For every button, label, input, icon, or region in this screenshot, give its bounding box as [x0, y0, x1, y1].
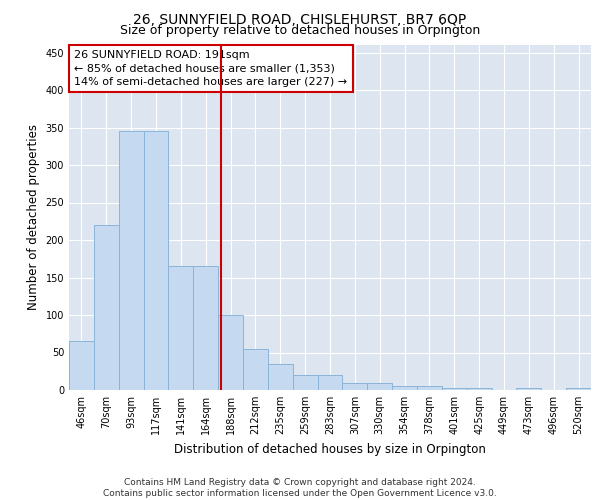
Bar [193, 266, 218, 390]
X-axis label: Distribution of detached houses by size in Orpington: Distribution of detached houses by size … [174, 442, 486, 456]
Text: Size of property relative to detached houses in Orpington: Size of property relative to detached ho… [120, 24, 480, 37]
Bar [169, 266, 193, 390]
Bar [467, 388, 491, 390]
Bar [317, 375, 343, 390]
Bar [94, 225, 119, 390]
Bar [566, 388, 591, 390]
Bar [293, 375, 317, 390]
Bar [143, 132, 169, 390]
Text: 26, SUNNYFIELD ROAD, CHISLEHURST, BR7 6QP: 26, SUNNYFIELD ROAD, CHISLEHURST, BR7 6Q… [133, 12, 467, 26]
Bar [343, 382, 367, 390]
Bar [417, 386, 442, 390]
Bar [517, 388, 541, 390]
Bar [243, 349, 268, 390]
Bar [218, 315, 243, 390]
Bar [392, 386, 417, 390]
Bar [367, 382, 392, 390]
Bar [268, 364, 293, 390]
Bar [442, 388, 467, 390]
Text: Contains HM Land Registry data © Crown copyright and database right 2024.
Contai: Contains HM Land Registry data © Crown c… [103, 478, 497, 498]
Text: 26 SUNNYFIELD ROAD: 191sqm
← 85% of detached houses are smaller (1,353)
14% of s: 26 SUNNYFIELD ROAD: 191sqm ← 85% of deta… [74, 50, 347, 86]
Bar [119, 132, 143, 390]
Y-axis label: Number of detached properties: Number of detached properties [27, 124, 40, 310]
Bar [69, 341, 94, 390]
